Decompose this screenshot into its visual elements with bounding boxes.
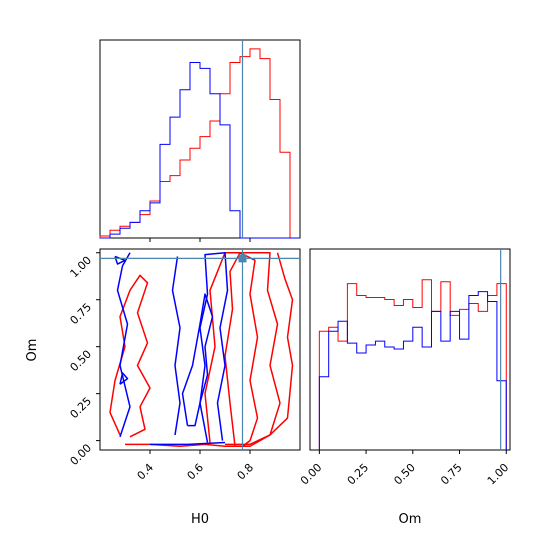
h0-x-tick-label: 0.4 <box>135 461 157 483</box>
contour-frame <box>99 248 301 451</box>
h0-x-tick-label: 0.6 <box>185 461 207 483</box>
om-x-tick-label: 1.00 <box>485 461 512 488</box>
truth-markers <box>100 40 502 450</box>
h0-x-tick-label: 0.8 <box>235 461 257 483</box>
h0-histogram-panel <box>99 39 301 242</box>
om-y-tick-label: 0.50 <box>68 348 95 375</box>
h0-x-axis-label: H0 <box>191 512 209 527</box>
h0-histogram-series-run_a <box>99 48 300 239</box>
om-y-tick-label: 0.25 <box>68 395 95 422</box>
contour-run_b-7 <box>199 252 229 443</box>
om-y-axis-label: Om <box>25 339 40 362</box>
h0-histogram-series-run_b <box>100 62 300 239</box>
contour-run_a-3 <box>125 252 294 447</box>
om-x-tick-label: 0.75 <box>438 461 465 488</box>
contour-run_a-0 <box>109 274 151 438</box>
om-x-axis-label: Om <box>399 512 422 527</box>
contour-run_b-4 <box>116 252 131 438</box>
contour-run_b-10 <box>119 372 129 385</box>
om-y-tick-label: 1.00 <box>68 254 95 281</box>
contour-run_b-5 <box>171 256 181 436</box>
om-y-tick-label: 0.75 <box>68 301 95 328</box>
om-histogram-series-run_a <box>318 279 507 450</box>
om-x-tick-label: 0.00 <box>298 461 325 488</box>
h0-om-contour-panel: 0.4 0.6 0.8 0.00 0.25 0.50 0.75 1.00 H0 Om <box>25 248 301 527</box>
om-histogram-panel: 0.00 0.25 0.50 0.75 1.00 Om <box>298 248 512 527</box>
om-x-tick-label: 0.25 <box>345 461 372 488</box>
om-histogram-series-run_b <box>318 291 507 450</box>
om-y-tick-label: 0.00 <box>68 442 95 469</box>
om-x-tick-label: 0.50 <box>391 461 418 488</box>
truth-marker <box>238 254 247 263</box>
contour-run_b-8 <box>150 441 226 446</box>
contour-run_a-1 <box>224 252 259 447</box>
om-histogram-frame <box>309 248 511 451</box>
contour-run_b-6 <box>181 293 214 427</box>
